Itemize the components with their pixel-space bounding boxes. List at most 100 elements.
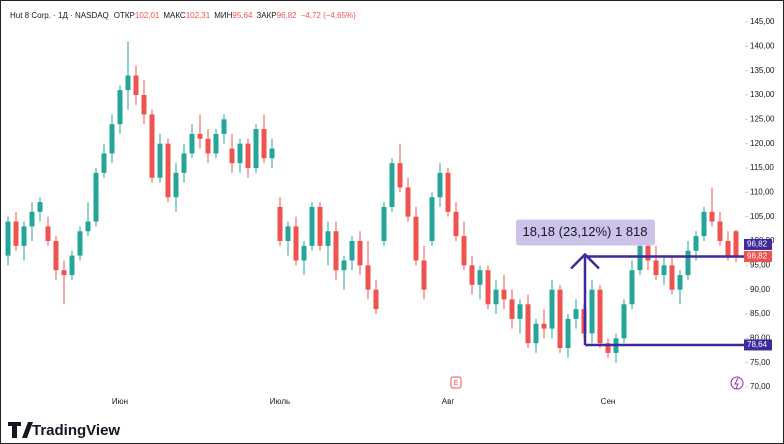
candle-body <box>173 172 179 198</box>
price-tag-label: 96,82 <box>747 252 768 261</box>
candle-body <box>557 289 563 349</box>
candle-body <box>509 299 515 319</box>
candle-body <box>157 143 163 178</box>
ohlc-value: 95,64 <box>232 11 253 20</box>
candle-body <box>517 304 523 319</box>
y-tick-label: 80,00 <box>750 333 771 342</box>
candle-body <box>365 265 371 290</box>
candle-body <box>61 270 67 276</box>
candle-body <box>357 241 363 266</box>
price-tag-label: 96,82 <box>747 240 768 249</box>
candle-body <box>309 206 315 246</box>
candle-body <box>285 226 291 241</box>
price-tag-label: 78,64 <box>747 340 768 349</box>
y-tick-label: 95,00 <box>750 260 771 269</box>
candle-body <box>605 343 611 353</box>
y-tick-label: 145,00 <box>750 17 775 26</box>
candle-body <box>221 119 227 134</box>
y-tick-label: 110,00 <box>750 187 774 196</box>
candle-body <box>69 255 75 276</box>
candle-body <box>677 275 683 290</box>
ohlc-value: 102,01 <box>135 11 160 20</box>
candle-body <box>197 133 203 139</box>
candle-body <box>589 289 595 334</box>
candle-body <box>653 260 659 276</box>
candle-body <box>493 289 499 305</box>
price-tag <box>744 339 772 351</box>
candle-body <box>397 163 403 188</box>
candle-body <box>469 265 475 285</box>
candle-body <box>141 95 147 115</box>
candle-body <box>701 211 707 237</box>
candle-body <box>533 323 539 344</box>
candle-body <box>709 211 715 222</box>
ohlc-label: МАКС <box>163 11 186 20</box>
price-tag <box>744 250 772 262</box>
svg-text:E: E <box>454 380 459 387</box>
candle-body <box>133 75 139 95</box>
ohlc-label: МИН <box>214 11 232 20</box>
y-tick-label: 85,00 <box>750 309 771 318</box>
y-tick-label: 135,00 <box>750 66 775 75</box>
candle-body <box>341 260 347 271</box>
price-tag <box>744 238 772 250</box>
candle-body <box>637 245 643 271</box>
y-tick-label: 115,00 <box>750 163 774 172</box>
y-tick-label: 125,00 <box>750 114 775 123</box>
candle-body <box>277 206 283 241</box>
measure-label: 18,18 (23,12%) 1 818 <box>522 224 647 239</box>
candle-body <box>725 241 731 256</box>
candle-body <box>53 241 59 271</box>
brand: TradingView <box>32 422 120 439</box>
candle-body <box>685 250 691 276</box>
candle-body <box>389 163 395 207</box>
candle-body <box>445 172 451 212</box>
candle-body <box>541 323 547 329</box>
candle-body <box>13 221 19 246</box>
y-tick-label: 105,00 <box>750 212 775 221</box>
ohlc-value: 102,31 <box>186 11 211 20</box>
candle-body <box>461 236 467 266</box>
y-tick-label: 120,00 <box>750 139 775 148</box>
candle-body <box>125 75 131 91</box>
candle-body <box>597 289 603 344</box>
candle-body <box>181 153 187 173</box>
candle-body <box>693 236 699 251</box>
candle-body <box>565 318 571 349</box>
y-tick-label: 70,00 <box>750 382 771 391</box>
candle-body <box>29 211 35 227</box>
candle-body <box>93 172 99 222</box>
candle-body <box>429 197 435 241</box>
candle-body <box>621 304 627 339</box>
candle-body <box>45 226 51 241</box>
x-tick-label: Авг <box>442 397 455 406</box>
candle-body <box>717 221 723 241</box>
x-tick-label: Сен <box>601 397 616 406</box>
candle-body <box>549 289 555 329</box>
candle-body <box>349 241 355 261</box>
candle-body <box>325 231 331 246</box>
y-tick-label: 130,00 <box>750 90 775 99</box>
candle-body <box>317 206 323 246</box>
chart-title: Hut 8 Corp. · 1Д · NASDAQ <box>10 11 109 20</box>
candle-body <box>269 148 275 159</box>
candle-body <box>37 202 43 212</box>
candle-body <box>405 187 411 217</box>
candle-body <box>413 216 419 261</box>
brand-logo: TradingView <box>8 422 120 439</box>
candle-body <box>421 260 427 290</box>
candle-body <box>477 270 483 285</box>
candle-body <box>669 265 675 290</box>
measure-box <box>516 219 655 246</box>
candle-body <box>733 231 739 257</box>
y-tick-label: 140,00 <box>750 41 775 50</box>
candle-body <box>5 221 11 256</box>
ohlc-value: 96,82 <box>277 11 298 20</box>
candle-body <box>213 133 219 154</box>
candle-body <box>245 143 251 168</box>
ohlc-label: ОТКР <box>114 11 135 20</box>
candle-body <box>165 143 171 198</box>
candle-body <box>261 129 267 159</box>
candle-body <box>101 153 107 173</box>
